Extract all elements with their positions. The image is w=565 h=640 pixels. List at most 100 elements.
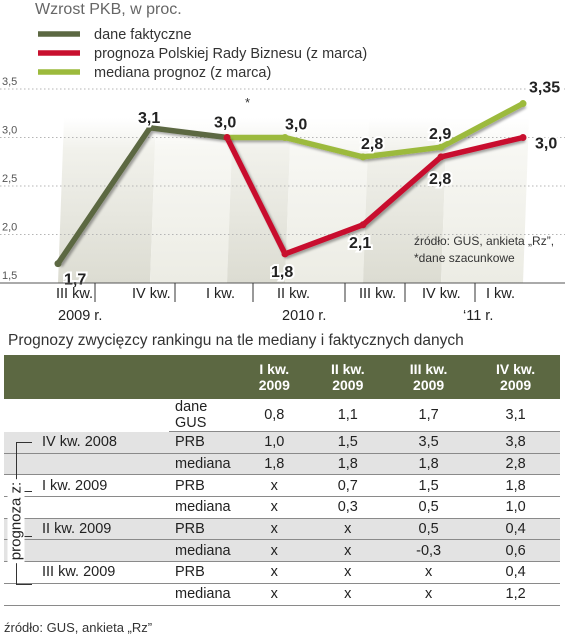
x-year-label: 2010 r. (282, 308, 326, 324)
value-label: 2,8 (429, 171, 451, 188)
header-q2-2009: II kw. 2009 (309, 355, 386, 399)
value-label-halo: 3,35 (529, 80, 560, 97)
x-tick-label: II kw. (277, 286, 310, 302)
table-row: IV kw. 2008 PRB 1,0 1,5 3,5 3,8 (4, 431, 560, 454)
x-tick-label: III kw. (359, 286, 396, 302)
header-q3-2009: III kw. 2009 (386, 355, 472, 399)
value-label: 3,0 (535, 136, 557, 153)
cell-value: 0,3 (309, 496, 386, 519)
row-source (4, 583, 169, 606)
cell-value: -0,3 (386, 539, 472, 563)
value-label: 3,0 (214, 115, 236, 132)
data-point (146, 124, 154, 132)
cell-value: x (309, 583, 386, 606)
cell-value: x (239, 583, 310, 606)
row-type: mediana (169, 583, 239, 606)
table-row: mediana x x x 1,2 (4, 583, 560, 606)
y-tick-label: 3,5 (2, 76, 17, 88)
value-label: 3,35 (529, 80, 560, 97)
cell-value: 1,8 (239, 453, 310, 476)
cell-value: x (239, 518, 310, 541)
bracket-tick (16, 584, 32, 585)
cell-value: 1,0 (471, 496, 560, 519)
y-tick-label: 2,0 (2, 222, 17, 234)
cell-value: x (239, 474, 310, 498)
cell-value: 0,7 (309, 474, 386, 498)
x-tick-label: IV kw. (132, 286, 171, 302)
row-type: PRB (169, 518, 239, 541)
value-label-halo: 1,7 (64, 272, 86, 289)
x-tick-label: III kw. (56, 286, 93, 302)
row-source: I kw. 2009 (4, 474, 169, 498)
data-point (359, 221, 367, 229)
cell-value: 3,1 (471, 399, 560, 432)
value-label: 2,9 (429, 126, 451, 143)
cell-value: 1,7 (386, 399, 472, 432)
value-label: 1,7 (64, 272, 86, 289)
value-label-halo: 2,8 (429, 171, 451, 188)
value-label-halo: 3,0 (285, 117, 307, 134)
table-row: mediana x 0,3 0,5 1,0 (4, 496, 560, 519)
cell-value: x (239, 539, 310, 563)
value-label: 3,1 (138, 110, 160, 127)
cell-value: 0,5 (386, 518, 472, 541)
data-point (437, 143, 445, 151)
vertical-label: prognoza z: (7, 478, 25, 564)
estimate-mark: * (245, 95, 250, 110)
data-point (437, 153, 445, 161)
y-tick-label: 3,0 (2, 125, 17, 137)
cell-value: x (309, 539, 386, 563)
x-tick-label: IV kw. (422, 286, 461, 302)
chart-band (441, 118, 529, 283)
chart-band (363, 118, 447, 283)
cell-value: 3,5 (386, 431, 472, 454)
value-label-halo: 2,1 (349, 235, 371, 252)
chart-band (285, 118, 369, 283)
cell-value: x (309, 561, 386, 584)
chart-band (150, 118, 233, 283)
value-label: 1,8 (271, 264, 293, 281)
value-label-halo: 2,9 (429, 126, 451, 143)
cell-value: 0,8 (239, 399, 310, 432)
cell-value: 1,5 (309, 431, 386, 454)
cell-value: 1,2 (471, 583, 560, 606)
table-row: II kw. 2009 PRB x x 0,5 0,4 (4, 518, 560, 541)
value-label-halo: 3,0 (214, 115, 236, 132)
cell-value: 0,4 (471, 561, 560, 584)
row-type: dane GUS (169, 399, 239, 432)
legend-label: prognoza Polskiej Rady Biznesu (z marca) (94, 46, 367, 62)
row-type: mediana (169, 496, 239, 519)
row-source: II kw. 2009 (4, 518, 169, 541)
row-source (4, 496, 169, 519)
x-tick-label: I kw. (206, 286, 235, 302)
cell-value: x (386, 583, 472, 606)
legend-label: mediana prognoz (z marca) (94, 65, 271, 81)
value-label: 3,0 (285, 117, 307, 134)
table-row: mediana x x -0,3 0,6 (4, 539, 560, 563)
row-type: mediana (169, 539, 239, 563)
x-tick-label: I kw. (486, 286, 515, 302)
row-type: PRB (169, 431, 239, 454)
cell-value: 0,5 (386, 496, 472, 519)
table-source: źródło: GUS, ankieta „Rz” (4, 620, 153, 635)
value-label-halo: 2,8 (361, 136, 383, 153)
row-source (4, 539, 169, 563)
row-source (4, 453, 169, 476)
row-type: PRB (169, 561, 239, 584)
table-row: mediana 1,8 1,8 1,8 2,8 (4, 453, 560, 476)
data-point (359, 153, 367, 161)
x-year-label: ‘11 r. (463, 308, 493, 324)
cell-value: 0,6 (471, 539, 560, 563)
cell-value: 1,8 (386, 453, 472, 476)
row-source: III kw. 2009 (4, 561, 169, 584)
cell-value: 0,4 (471, 518, 560, 541)
data-point (223, 134, 231, 141)
cell-value: x (386, 561, 472, 584)
gdp-growth-chart: 3,53,02,52,01,5 1,71,73,13,1 3,03,01,81,8… (0, 1, 565, 324)
cell-value: 1,5 (386, 474, 472, 498)
value-label: 2,1 (349, 235, 371, 252)
table-row: III kw. 2009 PRB x x x 0,4 (4, 561, 560, 584)
header-blank-2 (169, 355, 239, 399)
row-type: PRB (169, 474, 239, 498)
cell-value: 1,1 (309, 399, 386, 432)
